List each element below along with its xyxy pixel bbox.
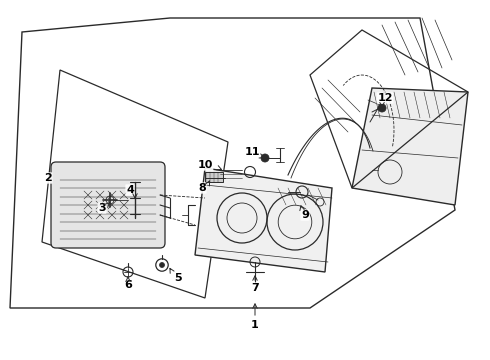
Circle shape: [160, 262, 165, 267]
Text: 11: 11: [244, 147, 260, 157]
Text: 1: 1: [251, 320, 259, 330]
Text: 3: 3: [98, 203, 106, 213]
Text: 2: 2: [44, 173, 52, 183]
Polygon shape: [195, 168, 332, 272]
Text: 5: 5: [174, 273, 182, 283]
Text: 10: 10: [197, 160, 213, 170]
FancyBboxPatch shape: [51, 162, 165, 248]
Text: 6: 6: [124, 280, 132, 290]
Text: 8: 8: [198, 183, 206, 193]
FancyBboxPatch shape: [205, 172, 223, 182]
Polygon shape: [352, 88, 468, 205]
Circle shape: [261, 154, 269, 162]
Text: 12: 12: [377, 93, 393, 103]
Circle shape: [378, 104, 386, 112]
Text: 7: 7: [251, 283, 259, 293]
Text: 4: 4: [126, 185, 134, 195]
Text: 9: 9: [301, 210, 309, 220]
